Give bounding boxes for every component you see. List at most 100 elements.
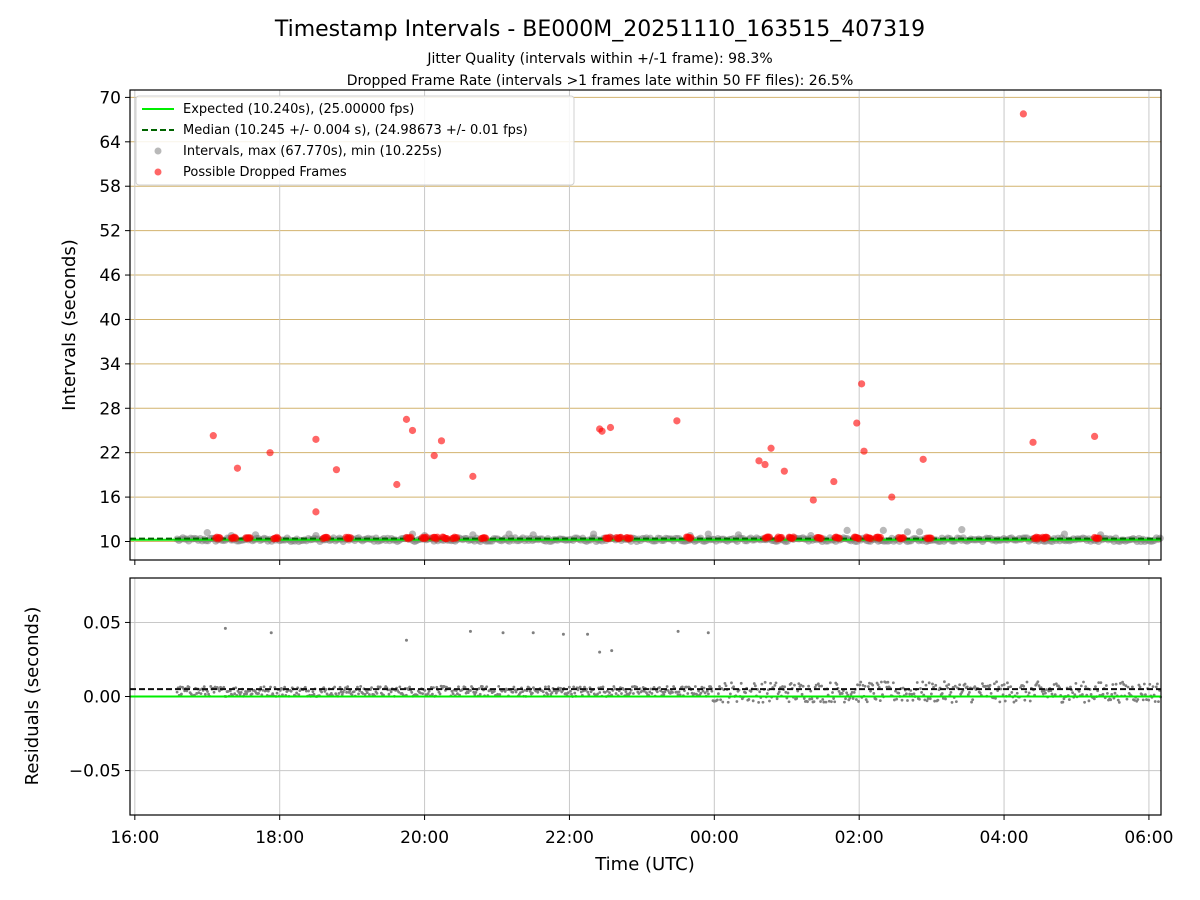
residual-point: [269, 685, 272, 689]
residual-point: [835, 683, 839, 686]
residual-point: [912, 692, 916, 696]
legend-dropped-swatch: [154, 168, 162, 176]
residual-point: [796, 689, 800, 693]
residual-point: [895, 697, 899, 701]
residual-point: [749, 689, 753, 693]
residual-point: [1087, 699, 1091, 703]
residual-point: [610, 649, 614, 653]
residual-point: [777, 690, 781, 694]
dropped-frame-point: [598, 427, 606, 435]
residual-point: [909, 689, 913, 692]
residual-point: [573, 691, 577, 695]
residual-point: [758, 690, 762, 694]
x-axis-label: Time (UTC): [594, 854, 695, 875]
residual-point: [408, 685, 412, 689]
residual-point: [1153, 700, 1157, 703]
x-tick-label: 04:00: [980, 828, 1029, 848]
dropped-frame-point: [266, 449, 274, 457]
residual-point: [578, 685, 582, 689]
residual-point: [904, 692, 908, 696]
residual-point: [357, 692, 360, 696]
residual-point: [709, 685, 712, 689]
residual-point: [259, 685, 263, 689]
residual-point: [199, 692, 203, 696]
residual-point: [378, 685, 382, 689]
residual-point: [774, 681, 778, 685]
residual-point: [735, 700, 739, 703]
residual-point: [929, 692, 933, 696]
residual-point: [730, 681, 733, 685]
residual-point: [1105, 692, 1109, 695]
dropped-frame-point: [246, 534, 254, 542]
residual-point: [1079, 684, 1083, 688]
residual-point: [1089, 692, 1093, 696]
residual-point: [998, 700, 1002, 704]
residual-point: [700, 685, 704, 689]
dropped-frame-point: [830, 477, 838, 486]
residual-point: [821, 697, 825, 701]
residual-point: [512, 685, 516, 689]
residual-point: [333, 685, 337, 689]
residual-point: [954, 700, 958, 704]
residual-point: [603, 690, 607, 694]
residual-point: [824, 700, 828, 704]
residual-point: [222, 685, 226, 689]
intervals-y-tick-label: 10: [99, 532, 121, 552]
residual-point: [207, 692, 210, 696]
dropped-frame-point: [422, 533, 431, 541]
residual-point: [1125, 697, 1129, 701]
residual-point: [307, 689, 310, 693]
dropped-frame-point: [817, 534, 825, 542]
residual-point: [797, 682, 801, 686]
residual-point: [963, 682, 967, 686]
residual-point: [919, 687, 922, 690]
residual-point: [901, 686, 905, 690]
residual-point: [370, 686, 373, 690]
residual-point: [1050, 692, 1054, 696]
residual-point: [624, 690, 628, 693]
residual-point: [271, 692, 275, 696]
residual-point: [352, 690, 356, 694]
residual-point: [567, 685, 571, 689]
residual-point: [343, 688, 346, 692]
interval-point: [312, 531, 320, 540]
residual-point: [828, 681, 832, 685]
interval-point: [203, 529, 211, 537]
residual-point: [988, 683, 992, 687]
residual-point: [693, 685, 697, 688]
chart-subtitle-jitter: Jitter Quality (intervals within +/-1 fr…: [426, 51, 772, 67]
residual-point: [726, 700, 730, 704]
residual-point: [338, 685, 342, 689]
residual-point: [768, 699, 771, 703]
residual-point: [244, 690, 247, 693]
residuals-y-tick-label: −0.05: [69, 762, 121, 782]
residual-point: [831, 691, 834, 694]
residual-point: [279, 687, 283, 690]
residual-point: [514, 690, 518, 694]
residual-point: [927, 681, 931, 685]
residual-point: [442, 685, 446, 688]
residual-point: [1097, 681, 1101, 684]
residual-point: [451, 692, 455, 696]
residual-point: [260, 693, 264, 697]
residual-point: [427, 689, 431, 693]
interval-point: [879, 526, 887, 534]
interval-point: [734, 531, 743, 539]
residual-point: [387, 692, 391, 696]
residual-point: [908, 692, 912, 696]
dropped-frame-point: [312, 508, 320, 516]
residual-point: [348, 689, 352, 693]
residual-point: [886, 680, 890, 684]
intervals-y-tick-label: 40: [99, 310, 121, 330]
residual-point: [1133, 698, 1136, 702]
residual-point: [822, 700, 826, 704]
dropped-frame-point: [855, 535, 863, 543]
residual-point: [175, 690, 179, 694]
residual-point: [1028, 699, 1032, 703]
residual-point: [478, 692, 482, 696]
residual-point: [356, 685, 359, 689]
dropped-frame-point: [687, 534, 695, 542]
residual-point: [765, 692, 769, 695]
residual-point: [866, 685, 870, 688]
residual-point: [928, 697, 932, 701]
